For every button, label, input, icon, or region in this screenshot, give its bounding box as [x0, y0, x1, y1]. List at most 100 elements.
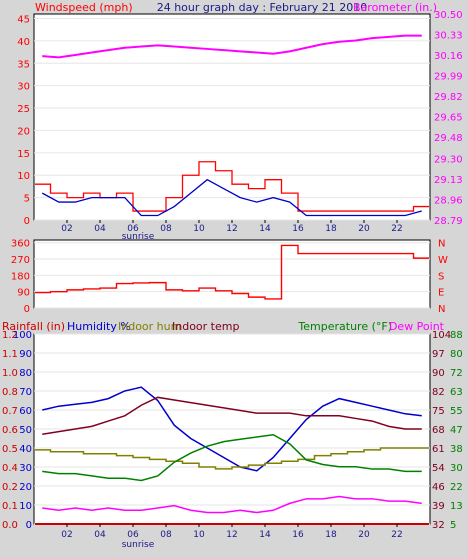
compass-label: N [438, 239, 445, 250]
rainfall-tick-label: 0.5 [2, 444, 18, 455]
outer-temp-tick-label: 55 [450, 406, 463, 417]
wind-tick-label: 40 [17, 37, 30, 48]
outer-temp-tick-label: 5 [450, 520, 456, 531]
outer-temp-tick-label: 72 [450, 368, 463, 379]
inner-temp-tick-label: 104 [432, 330, 451, 341]
rainfall-tick-label: 1.0 [2, 368, 18, 379]
temperature-label: Temperature (°F) [297, 320, 392, 333]
wind-xtick-label: 06 [127, 224, 139, 234]
climate-xtick-label: 20 [358, 530, 370, 540]
climate-xtick-label: 10 [193, 530, 205, 540]
barometer-title: Barometer (in.) [353, 1, 437, 14]
humidity-tick-label: 20 [19, 482, 32, 493]
wind-xtick-label: 16 [292, 224, 304, 234]
rainfall-tick-label: 0.2 [2, 482, 18, 493]
wind-xtick-label: 12 [226, 224, 237, 234]
rainfall-tick-label: 0.8 [2, 387, 18, 398]
compass-label: W [438, 255, 448, 266]
barometer-tick-label: 30.16 [434, 51, 463, 62]
humidity-tick-label: 80 [19, 368, 32, 379]
climate-xtick-label: 14 [259, 530, 271, 540]
humidity-tick-label: 0 [26, 520, 32, 531]
outer-temp-tick-label: 22 [450, 482, 463, 493]
barometer-tick-label: 29.65 [434, 112, 463, 123]
humidity-tick-label: 60 [19, 406, 32, 417]
outer-temp-tick-label: 47 [450, 425, 463, 436]
climate-xtick-label: 18 [325, 530, 337, 540]
humidity-tick-label: 10 [19, 501, 32, 512]
humidity-label: Humidity % [67, 320, 131, 333]
inner-temp-tick-label: 82 [432, 387, 445, 398]
inner-temp-tick-label: 61 [432, 444, 445, 455]
outer-temp-tick-label: 30 [450, 463, 463, 474]
rainfall-tick-label: 0.7 [2, 406, 18, 417]
outer-temp-tick-label: 80 [450, 349, 463, 360]
indoor_temp-line [42, 396, 422, 436]
humidity-line [42, 386, 422, 472]
temperature-line [42, 433, 422, 482]
climate-xtick-label: 08 [160, 530, 172, 540]
indoor_hum-line [35, 447, 429, 470]
inner-temp-tick-label: 54 [432, 463, 445, 474]
rainfall-tick-label: 0.0 [2, 520, 18, 531]
outer-temp-tick-label: 13 [450, 501, 463, 512]
compass-label: E [438, 288, 444, 299]
humidity-tick-label: 100 [13, 330, 32, 341]
wind-xtick-label: 20 [358, 224, 370, 234]
rainfall-tick-label: 0.1 [2, 501, 18, 512]
direction-tick-label: 360 [11, 239, 30, 250]
sunrise-label: sunrise [122, 232, 155, 242]
indoor-temp-label: Indoor temp [172, 320, 239, 333]
wind-xtick-label: 18 [325, 224, 337, 234]
humidity-tick-label: 90 [19, 349, 32, 360]
wind-tick-label: 15 [17, 149, 30, 160]
sunrise-label-bottom: sunrise [122, 540, 155, 550]
outer-temp-tick-label: 63 [450, 387, 463, 398]
rainfall-label: Rainfall (in) [2, 320, 65, 333]
outer-temp-tick-label: 88 [450, 330, 463, 341]
wind-tick-label: 20 [17, 126, 30, 137]
windspeed-title: Windspeed (mph) [35, 1, 133, 14]
indoor-hum-label: Indoor hum [118, 320, 181, 333]
wind-tick-label: 35 [17, 59, 30, 70]
inner-temp-tick-label: 97 [432, 349, 445, 360]
humidity-tick-label: 70 [19, 387, 32, 398]
wind-tick-label: 0 [24, 216, 30, 227]
barometer-tick-label: 30.33 [434, 30, 463, 41]
barometer-tick-label: 29.82 [434, 92, 463, 103]
direction-plot-area [33, 239, 431, 309]
inner-temp-tick-label: 68 [432, 425, 445, 436]
climate-xtick-label: 06 [127, 530, 139, 540]
wind-xtick-label: 08 [160, 224, 172, 234]
graph-day-title: 24 hour graph day : February 21 2010 [157, 1, 368, 14]
barometer-line [42, 34, 422, 59]
climate-xtick-label: 16 [292, 530, 304, 540]
barometer-tick-label: 29.13 [434, 175, 463, 186]
inner-temp-tick-label: 75 [432, 406, 445, 417]
climate-xtick-label: 04 [94, 530, 106, 540]
climate-xtick-label: 02 [61, 530, 72, 540]
outer-temp-tick-label: 38 [450, 444, 463, 455]
dew-point-label: Dew Point [389, 320, 445, 333]
barometer-tick-label: 29.30 [434, 155, 463, 166]
direction-tick-label: 90 [17, 288, 30, 299]
barometer-tick-label: 29.48 [434, 133, 463, 144]
inner-temp-tick-label: 32 [432, 520, 445, 531]
dew_point-line [42, 495, 422, 514]
wind-direction-line [35, 244, 429, 300]
inner-temp-tick-label: 39 [432, 501, 445, 512]
barometer-tick-label: 30.50 [434, 10, 463, 21]
wind-xtick-label: 02 [61, 224, 72, 234]
climate-xtick-label: 22 [391, 530, 402, 540]
wind-gust-line [35, 161, 429, 212]
rainfall-tick-label: 0.6 [2, 425, 18, 436]
direction-tick-label: 0 [24, 304, 30, 315]
inner-temp-tick-label: 46 [432, 482, 445, 493]
wind-xtick-label: 10 [193, 224, 205, 234]
humidity-tick-label: 30 [19, 463, 32, 474]
wind-xtick-label: 14 [259, 224, 271, 234]
humidity-tick-label: 40 [19, 444, 32, 455]
barometer-tick-label: 28.79 [434, 216, 463, 227]
rainfall-tick-label: 1.2 [2, 330, 18, 341]
